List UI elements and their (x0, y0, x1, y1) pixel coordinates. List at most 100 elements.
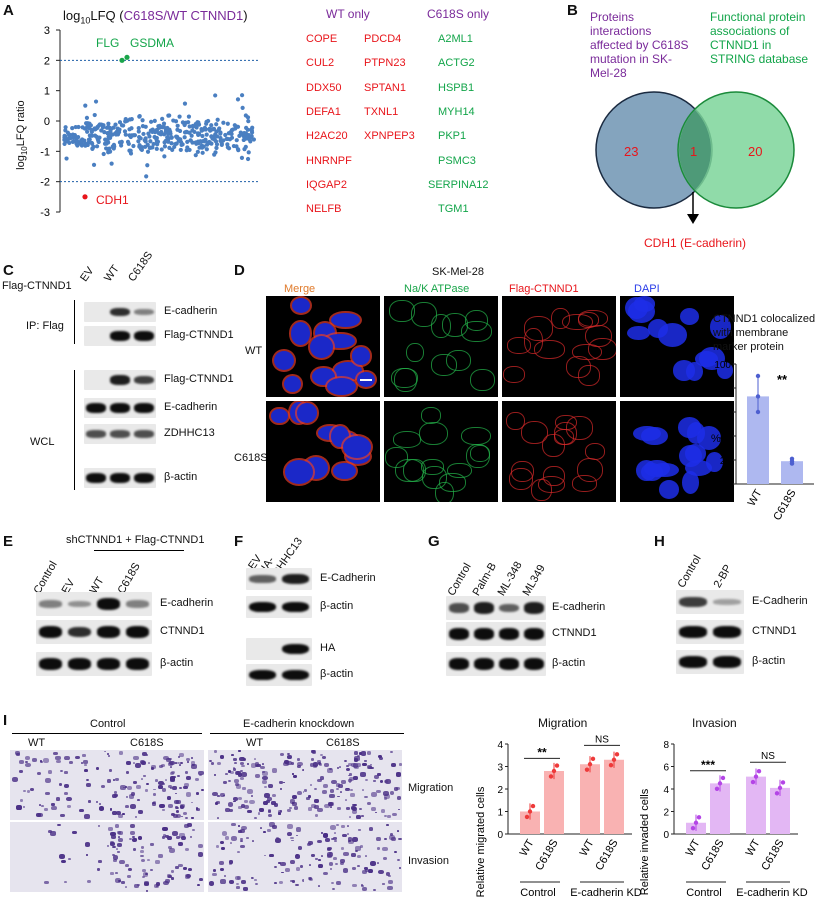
gene-wt-only: XPNPEP3 (364, 130, 415, 143)
stained-cell (219, 755, 225, 759)
cell (310, 336, 333, 359)
stained-cell (394, 850, 397, 853)
stained-cell (383, 856, 388, 861)
stained-cell (147, 761, 151, 765)
scatter-point (193, 153, 198, 158)
stained-cell (267, 828, 271, 832)
blot-band (249, 669, 276, 681)
stained-cell (216, 762, 221, 766)
data-point (696, 815, 702, 820)
stained-cell (339, 791, 343, 794)
micrograph (384, 296, 498, 397)
stained-cell (44, 807, 48, 811)
stained-cell (234, 875, 241, 881)
stained-cell (155, 885, 158, 888)
cell (686, 362, 703, 382)
blot-band (110, 307, 130, 317)
stained-cell (391, 762, 397, 767)
blot-label: β-actin (320, 600, 354, 612)
cell (390, 367, 418, 389)
sig-label: NS (595, 734, 609, 745)
scatter-point (175, 123, 180, 128)
blot-label: ZDHHC13 (164, 427, 215, 439)
stained-cell (365, 778, 369, 782)
stained-cell (328, 802, 334, 806)
scatter-point (145, 149, 151, 154)
stained-cell (184, 771, 188, 774)
scatter-point (104, 137, 109, 142)
scatter-point (147, 134, 152, 139)
stained-cell (168, 874, 172, 878)
scatter-point (182, 101, 188, 106)
scatter-point (236, 148, 241, 153)
stained-cell (233, 768, 237, 771)
stained-cell (117, 851, 120, 854)
stained-cell (50, 831, 56, 836)
stained-cell (134, 838, 137, 841)
wcl-bracket (74, 370, 75, 490)
blot-strip (84, 424, 156, 444)
panel-e-header: shCTNND1 + Flag-CTNND1 (66, 534, 205, 546)
stained-cell (377, 755, 383, 759)
gene-c618s-only: ACTG2 (438, 57, 475, 70)
stained-cell (371, 807, 376, 812)
stained-cell (342, 833, 347, 838)
stained-cell (64, 755, 71, 761)
stained-cell (351, 853, 356, 857)
scatter-point (91, 162, 97, 167)
scatter-point (223, 132, 228, 138)
blot-strip (84, 302, 156, 322)
stained-cell (352, 837, 359, 842)
stained-cell (360, 772, 366, 777)
stained-cell (250, 877, 253, 880)
cell (343, 436, 372, 459)
data-point (608, 762, 614, 768)
blot-strip (676, 590, 744, 614)
stained-cell (110, 831, 116, 837)
gene-wt-only: TXNL1 (364, 105, 399, 118)
stained-cell (109, 809, 113, 812)
stained-cell (24, 761, 28, 764)
scatter-point (196, 122, 202, 127)
scatter-point (186, 114, 192, 119)
stained-cell (286, 752, 290, 756)
stained-cell (384, 814, 388, 818)
data-point (587, 762, 593, 767)
stained-cell (173, 800, 180, 805)
stained-cell (296, 790, 302, 796)
cell (684, 444, 706, 463)
scatter-point (243, 113, 248, 118)
stained-cell (309, 864, 312, 867)
stained-cell (295, 883, 299, 887)
scatter-point (89, 140, 94, 146)
scatter-point (154, 135, 159, 141)
stained-cell (237, 850, 241, 854)
cell (626, 325, 650, 341)
stained-cell (274, 881, 277, 884)
stained-cell (45, 778, 51, 783)
stained-cell (361, 751, 367, 756)
stained-cell (126, 795, 129, 798)
scatter-point (188, 138, 193, 143)
stained-cell (364, 854, 368, 857)
scatter-point (121, 123, 126, 128)
stained-cell (314, 804, 320, 809)
scatter-point (79, 143, 84, 148)
blot-band (67, 626, 92, 638)
x-tick-label: WT (746, 487, 765, 508)
y-tick-label: 4 (663, 785, 669, 796)
blot-band (713, 626, 741, 638)
stained-cell (395, 786, 401, 791)
stained-cell (178, 752, 184, 757)
stained-cell (376, 847, 380, 850)
scatter-point (82, 126, 87, 131)
stained-cell (174, 792, 177, 795)
stained-cell (328, 767, 332, 770)
scatter-point (147, 145, 152, 150)
stained-cell (120, 785, 126, 790)
stained-cell (237, 796, 242, 801)
stained-cell (263, 800, 269, 805)
stained-cell (191, 816, 194, 819)
stained-cell (278, 880, 284, 885)
data-point (774, 791, 780, 796)
